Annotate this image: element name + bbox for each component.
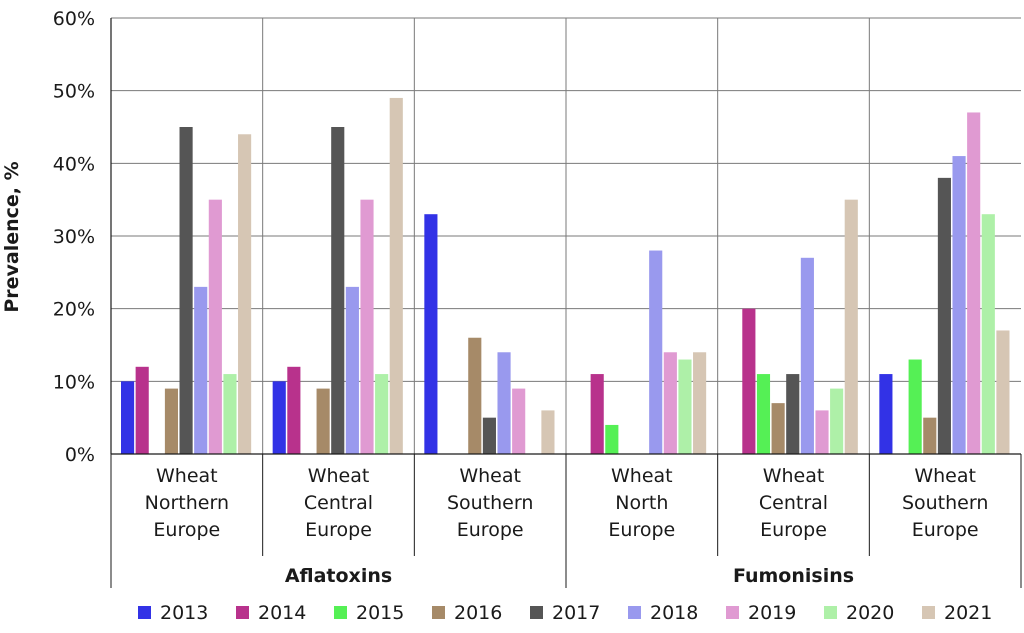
bar-2016-cat-5	[923, 417, 937, 454]
bar-2020-cat-4	[830, 388, 844, 454]
bar-2013-cat-1	[272, 381, 286, 454]
bar-2013-cat-2	[424, 214, 438, 454]
category-label: Wheat	[611, 465, 673, 487]
bar-2015-cat-5	[908, 359, 922, 454]
legend-label-2020: 2020	[846, 602, 894, 624]
category-label: Europe	[457, 519, 524, 541]
category-label: Europe	[608, 519, 675, 541]
bar-2020-cat-1	[375, 374, 389, 454]
bar-2020-cat-0	[223, 374, 237, 454]
legend-label-2021: 2021	[944, 602, 992, 624]
legend-swatch-2015	[334, 606, 347, 619]
category-label: Southern	[902, 492, 988, 514]
category-label: Wheat	[308, 465, 370, 487]
bar-2018-cat-4	[800, 257, 814, 454]
group-label: Aflatoxins	[285, 565, 392, 587]
y-tick-label: 50%	[53, 81, 95, 103]
legend-label-2016: 2016	[454, 602, 502, 624]
legend-label-2017: 2017	[552, 602, 600, 624]
bar-2021-cat-4	[844, 199, 858, 454]
legend: 2013 2014 2015 2016 2017 2018 2019 2020 2021	[138, 602, 992, 624]
bar-2013-cat-5	[879, 374, 893, 454]
legend-label-2019: 2019	[748, 602, 796, 624]
bar-2019-cat-3	[663, 352, 677, 454]
legend-swatch-2020	[824, 606, 837, 619]
bar-2014-cat-0	[135, 366, 149, 454]
category-label: Europe	[760, 519, 827, 541]
bar-2021-cat-2	[541, 410, 555, 454]
gridlines	[111, 17, 1021, 455]
bar-2017-cat-4	[786, 374, 800, 454]
legend-swatch-2018	[628, 606, 641, 619]
bar-2015-cat-4	[756, 374, 771, 454]
category-label: Northern	[145, 492, 229, 514]
bar-2018-cat-2	[497, 352, 511, 454]
y-tick-label: 0%	[65, 444, 95, 466]
category-label: Southern	[447, 492, 533, 514]
legend-swatch-2014	[236, 606, 249, 619]
category-labels: Wheat Northern Europe Wheat Central Europe Whe…	[145, 465, 989, 541]
bar-2018-cat-1	[345, 286, 359, 454]
bar-2017-cat-5	[937, 177, 951, 454]
category-label: Europe	[153, 519, 220, 541]
bar-2018-cat-0	[194, 286, 208, 454]
y-tick-label: 30%	[53, 226, 95, 248]
legend-label-2015: 2015	[356, 602, 404, 624]
bar-2017-cat-0	[179, 127, 193, 454]
y-tick-label: 60%	[53, 8, 95, 30]
bar-2021-cat-0	[238, 134, 252, 454]
axes	[110, 18, 1022, 588]
bar-2019-cat-1	[360, 199, 374, 454]
y-tick-label: 40%	[53, 153, 95, 175]
y-axis-label: Prevalence, %	[1, 161, 23, 312]
bar-2016-cat-1	[316, 388, 330, 454]
bar-2014-cat-3	[590, 374, 604, 454]
legend-swatch-2021	[922, 606, 935, 619]
legend-swatch-2019	[726, 606, 739, 619]
category-label: Europe	[912, 519, 979, 541]
bar-2016-cat-0	[164, 388, 179, 454]
category-label: North	[615, 492, 668, 514]
category-label: Wheat	[156, 465, 218, 487]
category-label: Europe	[305, 519, 372, 541]
legend-label-2013: 2013	[160, 602, 208, 624]
legend-swatch-2016	[432, 606, 445, 619]
bar-2020-cat-3	[678, 359, 692, 454]
bar-2021-cat-3	[693, 352, 707, 454]
category-label: Central	[304, 492, 373, 514]
y-tick-label: 10%	[53, 371, 95, 393]
group-label: Fumonisins	[733, 565, 854, 587]
legend-swatch-2013	[138, 606, 151, 619]
bar-2021-cat-1	[389, 97, 403, 454]
bar-2017-cat-1	[331, 127, 345, 454]
category-label: Wheat	[763, 465, 825, 487]
legend-label-2018: 2018	[650, 602, 698, 624]
category-label: Wheat	[914, 465, 976, 487]
bar-2019-cat-2	[512, 388, 526, 454]
bar-2017-cat-2	[482, 417, 496, 454]
bar-2019-cat-5	[967, 112, 981, 454]
bars	[121, 97, 1010, 455]
bar-2021-cat-5	[996, 330, 1010, 454]
y-tick-labels: 0% 10% 20% 30% 40% 50% 60%	[53, 8, 95, 466]
category-label: Central	[759, 492, 828, 514]
bar-2019-cat-0	[208, 199, 222, 454]
y-tick-label: 20%	[53, 299, 95, 321]
bar-2019-cat-4	[815, 410, 829, 454]
bar-2013-cat-0	[121, 381, 135, 454]
bar-2015-cat-3	[605, 424, 619, 454]
legend-label-2014: 2014	[258, 602, 306, 624]
category-label: Wheat	[459, 465, 521, 487]
legend-swatch-2017	[530, 606, 543, 619]
bar-2018-cat-3	[649, 250, 663, 454]
bar-2016-cat-2	[468, 337, 482, 454]
bar-2014-cat-1	[287, 366, 301, 454]
bar-2016-cat-4	[771, 403, 785, 454]
bar-2020-cat-5	[981, 214, 995, 454]
group-labels: Aflatoxins Fumonisins	[285, 565, 854, 587]
bar-2018-cat-5	[952, 156, 966, 455]
bar-2014-cat-4	[742, 308, 756, 454]
